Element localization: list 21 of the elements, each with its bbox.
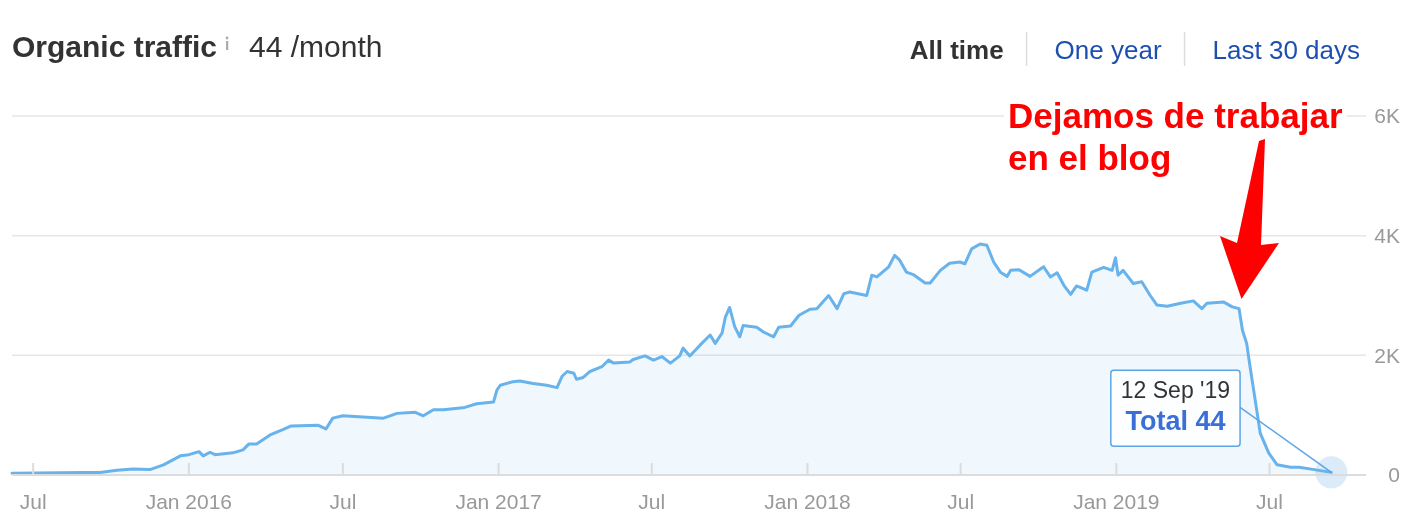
x-tick-label: Jul — [1256, 490, 1283, 513]
x-tick-label: Jul — [638, 490, 666, 513]
annotation: 12 Sep '19 — [1120, 377, 1231, 404]
annotation: Total 44 — [1125, 406, 1226, 437]
chart-subtitle: 44 /month — [249, 30, 383, 63]
text: All time — [909, 35, 1004, 65]
y-tick-label: 0 — [1388, 463, 1400, 487]
y-tick-label: 4K — [1374, 224, 1400, 248]
text: One year — [1054, 35, 1162, 65]
x-tick-label: Jul — [329, 490, 357, 513]
x-tick-label: Jul — [19, 490, 47, 513]
y-tick-label: 6K — [1374, 104, 1400, 128]
x-tick-label: Jul — [947, 490, 975, 513]
x-tick-label: Jan 2017 — [455, 490, 542, 513]
text: Last 30 days — [1212, 35, 1361, 65]
x-tick-label: Jan 2016 — [145, 490, 233, 513]
y-tick-label: 2K — [1374, 343, 1400, 367]
x-tick-label: Jan 2018 — [764, 490, 851, 513]
x-tick-label: Jan 2019 — [1073, 490, 1160, 513]
annotation: Dejamos de trabajar en el blog — [1008, 96, 1343, 177]
chart-title: Organic traffic — [12, 30, 218, 63]
